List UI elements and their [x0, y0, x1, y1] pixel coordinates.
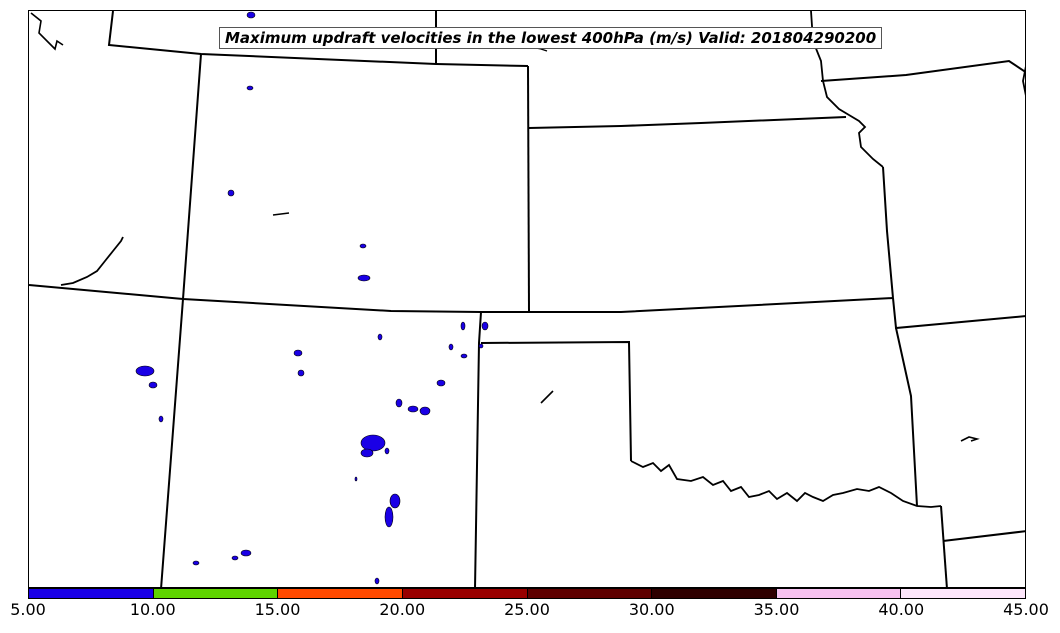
updraft-cell: [374, 577, 380, 585]
colorbar-segment: [402, 589, 528, 598]
boundary-ia-mo: [820, 59, 1025, 82]
colorbar-tick-label: 20.00: [379, 600, 426, 619]
boundary-ok-east: [895, 327, 918, 507]
updraft-cell: [460, 321, 466, 331]
boundary-red-river: [630, 460, 942, 508]
updraft-cell: [360, 434, 386, 452]
updraft-cell: [377, 333, 383, 341]
lake-mid: [540, 390, 554, 404]
colorbar-segment: [527, 589, 653, 598]
updraft-cell: [192, 560, 200, 566]
lake-center: [272, 212, 290, 216]
lake-right: [960, 436, 980, 442]
updraft-cell: [419, 406, 431, 416]
colorbar-tick-label: 10.00: [129, 600, 176, 619]
updraft-cell: [359, 243, 367, 249]
colorbar-labels: 5.00 10.00 15.00 20.00 25.00 30.00 35.00 40.00 4…: [0, 600, 1060, 630]
boundary-upper-right: [1022, 66, 1025, 96]
boundary-nm-east: [474, 311, 482, 587]
map-panel: Maximum updraft velocities in the lowest…: [28, 10, 1026, 588]
colorbar-tick-label: 30.00: [628, 600, 675, 619]
map-canvas: [29, 11, 1025, 587]
state-boundaries: [29, 11, 1025, 587]
updraft-cell: [293, 349, 303, 357]
colorbar-tick-label: 25.00: [504, 600, 550, 619]
updraft-cell: [436, 379, 446, 387]
updraft-cell: [395, 398, 403, 408]
updraft-cell: [240, 549, 252, 557]
colorbar-segment: [153, 589, 279, 598]
boundary-ne-ks: [528, 116, 847, 129]
colorbar-tick-label: 40.00: [878, 600, 925, 619]
updraft-cells: [135, 11, 489, 585]
boundary-kansas-west: [527, 65, 530, 313]
boundary-colorado-west: [160, 53, 202, 587]
lake-nw: [30, 12, 64, 51]
updraft-cell: [148, 381, 158, 389]
colorbar-tick-label: 15.00: [254, 600, 301, 619]
updraft-cell: [384, 506, 394, 528]
colorbar: [28, 588, 1026, 599]
updraft-cell: [246, 85, 254, 91]
boundary-missouri-river: [810, 11, 884, 168]
colorbar-segment: [652, 589, 777, 598]
boundary-ar-tx: [940, 505, 948, 587]
updraft-cell: [158, 415, 164, 423]
boundary-colorado-south: [29, 284, 482, 313]
updraft-cell: [460, 353, 468, 359]
colorbar-tick-label: 35.00: [753, 600, 800, 619]
colorbar-segment: [278, 589, 403, 598]
updraft-cell: [354, 476, 358, 482]
colorbar-segment: [776, 589, 902, 598]
updraft-cell: [448, 343, 454, 351]
updraft-cell: [297, 369, 305, 377]
lake-left: [60, 236, 124, 286]
updraft-cell: [227, 189, 235, 197]
updraft-cell: [360, 448, 374, 458]
updraft-cell: [246, 11, 256, 19]
boundary-kansas-south: [481, 297, 894, 313]
updraft-cell: [357, 274, 371, 282]
colorbar-segment: [29, 589, 154, 598]
boundary-ok-ks-east: [892, 297, 1025, 330]
colorbar-tick-label: 5.00: [10, 600, 46, 619]
colorbar-tick-label: 45.00: [1003, 600, 1049, 619]
updraft-cell: [389, 493, 401, 509]
map-title: Maximum updraft velocities in the lowest…: [219, 27, 883, 49]
boundary-kansas-east: [882, 166, 894, 299]
updraft-cell: [481, 321, 489, 331]
updraft-cell: [231, 555, 239, 561]
updraft-cell: [135, 365, 155, 377]
updraft-cell: [384, 447, 390, 455]
colorbar-segment: [901, 589, 1025, 598]
boundary-ok-panhandle: [480, 340, 632, 462]
updraft-cell: [407, 405, 419, 413]
updraft-cell: [478, 343, 484, 349]
boundary-ar-la: [942, 530, 1025, 542]
